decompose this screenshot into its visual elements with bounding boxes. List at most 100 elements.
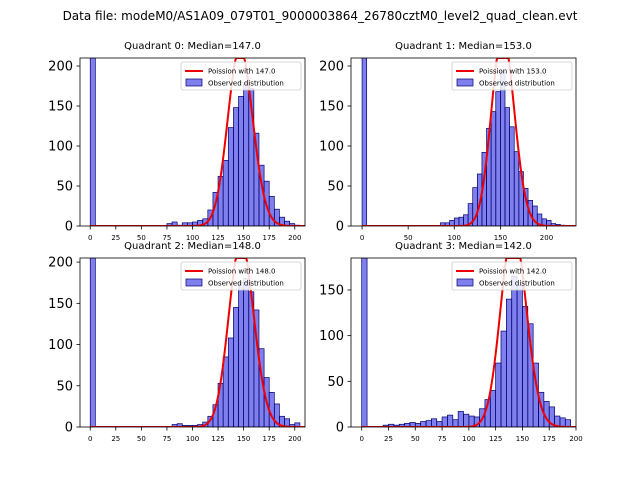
legend: Poission with 142.0 Observed distribution: [451, 261, 573, 291]
histogram-bar: [227, 337, 234, 427]
histogram-bar: [441, 416, 448, 427]
x-tick-label: 50: [404, 234, 413, 242]
histogram-bar: [463, 413, 470, 427]
x-tick-label: 75: [438, 435, 447, 443]
x-tick-label: 25: [384, 435, 393, 443]
histogram-bar: [458, 216, 464, 226]
x-tick-label: 100: [186, 234, 199, 242]
histogram-bar: [504, 107, 510, 226]
y-tick-label: 150: [319, 283, 344, 298]
axes-frame: [350, 57, 577, 227]
x-tick-label: 150: [516, 435, 529, 443]
x-tick-label: 200: [288, 435, 301, 443]
poisson-curve: [362, 58, 576, 226]
chart-panel-2: 0 25 50 75 100 125 150 175 200 0 50 100 150 200 Quadra…: [48, 241, 306, 443]
histogram-bar: [361, 58, 368, 226]
axes-frame: [350, 257, 577, 428]
legend-label: Observed distribution: [479, 80, 555, 88]
x-tick-label: 0: [359, 435, 363, 443]
histogram-bar: [294, 422, 301, 427]
x-tick-label: 50: [137, 234, 146, 242]
x-tick-label: 200: [288, 234, 301, 242]
histogram-bar: [243, 278, 250, 427]
x-tick-label: 0: [360, 234, 364, 242]
x-tick-label: 50: [137, 435, 146, 443]
x-tick-label: 25: [111, 435, 120, 443]
histogram-bar: [509, 126, 515, 226]
histogram-bar: [490, 111, 497, 226]
panel-title: Quadrant 3: Median=142.0: [395, 241, 532, 252]
x-tick-label: 175: [263, 435, 276, 443]
y-tick-label: 100: [319, 329, 344, 344]
legend-label: Observed distribution: [208, 280, 284, 288]
x-tick-label: 25: [111, 234, 120, 242]
x-tick-label: 100: [186, 435, 199, 443]
legend-bar-swatch: [185, 278, 203, 287]
legend-label: Poission with 147.0: [208, 68, 276, 76]
y-tick-label: 0: [65, 220, 73, 235]
x-tick-label: 175: [263, 234, 276, 242]
panel-title: Quadrant 1: Median=153.0: [395, 41, 532, 52]
y-tick-label: 100: [48, 338, 73, 353]
y-tick-label: 50: [56, 180, 73, 195]
y-tick-label: 100: [319, 140, 344, 155]
histogram-bar: [238, 282, 244, 427]
histogram-bar: [222, 356, 229, 427]
chart-panel-3: 0 25 50 75 100 125 150 175 200 0 50 100 150 Quadrant …: [319, 241, 583, 443]
x-tick-label: 75: [162, 435, 171, 443]
histogram-bar: [227, 127, 234, 226]
histogram-bar: [273, 403, 280, 427]
legend-label: Observed distribution: [479, 280, 555, 288]
chart-plot-area: [89, 58, 305, 226]
y-tick-label: 0: [336, 421, 344, 436]
x-tick-label: 100: [462, 435, 475, 443]
y-tick-label: 0: [65, 421, 73, 436]
legend-label: Poission with 142.0: [479, 268, 547, 276]
chart-plot-area: [361, 58, 576, 226]
legend-box: [180, 261, 302, 291]
histogram-bar: [489, 390, 497, 427]
histogram-bar: [431, 418, 438, 427]
chart-panel-1: 0 50 100 150 200 0 50 100 150 200 Quadrant 1: Medi…: [319, 41, 577, 242]
x-tick-label: 0: [88, 234, 92, 242]
histogram-bar: [233, 107, 239, 226]
histogram-bar: [361, 258, 368, 427]
histogram-bar: [268, 196, 275, 226]
x-tick-label: 100: [448, 234, 461, 242]
x-tick-label: 0: [88, 435, 92, 443]
legend-label: Poission with 148.0: [208, 268, 276, 276]
histogram-bar: [89, 58, 96, 226]
legend-bar-swatch: [185, 78, 203, 87]
x-tick-label: 200: [540, 234, 553, 242]
histogram-bar: [222, 160, 229, 226]
x-tick-label: 50: [411, 435, 420, 443]
legend-bar-swatch: [456, 78, 474, 87]
histogram-bar: [284, 418, 291, 427]
chart-panel-0: 0 25 50 75 100 125 150 175 200 0 50 100 150 200 Quadra…: [48, 41, 306, 242]
x-tick-label: 150: [237, 234, 250, 242]
y-tick-label: 50: [56, 379, 73, 394]
x-tick-label: 125: [489, 435, 502, 443]
y-tick-label: 50: [327, 375, 344, 390]
legend: Poission with 153.0 Observed distribution: [451, 61, 573, 91]
histogram-bar: [516, 285, 523, 427]
legend-box: [451, 61, 573, 91]
y-tick-label: 150: [48, 100, 73, 115]
x-tick-label: 175: [543, 435, 556, 443]
histogram-bar: [564, 419, 571, 427]
legend-bar-swatch: [456, 278, 474, 287]
x-tick-label: 75: [162, 234, 171, 242]
histogram-bar: [500, 330, 507, 427]
panel-title: Quadrant 2: Median=148.0: [124, 241, 261, 252]
x-tick-label: 125: [211, 234, 224, 242]
y-tick-label: 0: [336, 220, 344, 235]
y-tick-label: 200: [319, 60, 344, 75]
histogram-bar: [233, 307, 239, 427]
x-tick-label: 125: [211, 435, 224, 443]
x-tick-label: 200: [569, 435, 582, 443]
histogram-bar: [452, 419, 459, 427]
histogram-bar: [243, 83, 250, 226]
histogram-bar: [89, 258, 96, 427]
legend: Poission with 148.0 Observed distribution: [180, 261, 302, 291]
histogram-bar: [289, 223, 296, 226]
